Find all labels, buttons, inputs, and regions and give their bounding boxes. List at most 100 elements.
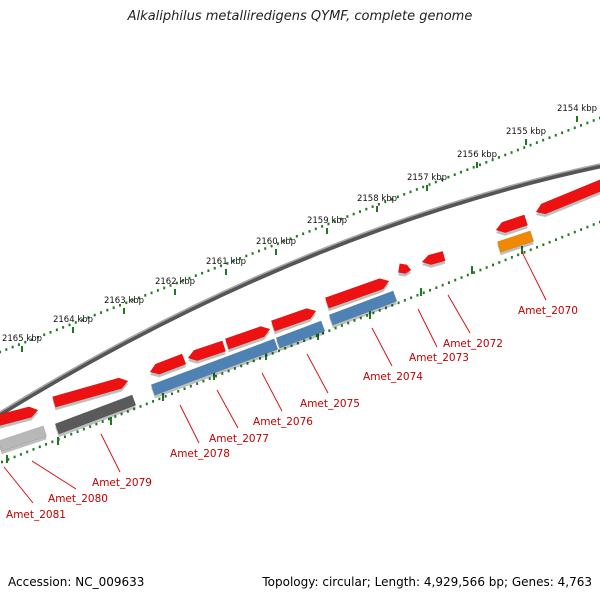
ruler-dot bbox=[89, 425, 92, 428]
ruler-dot bbox=[213, 266, 216, 270]
ruler-dot bbox=[276, 242, 279, 245]
gene-features bbox=[0, 179, 600, 455]
kbp-tick-labels: 2154 kbp 2155 kbp 2156 kbp 2157 kbp 2158 kbp… bbox=[2, 104, 597, 352]
ruler-dot bbox=[441, 178, 444, 181]
ruler-dot bbox=[5, 348, 8, 351]
kbp-tick-label: 2164 kbp bbox=[53, 315, 93, 325]
minor-tick bbox=[521, 246, 523, 254]
genome-backbone bbox=[0, 163, 600, 417]
ruler-dot bbox=[390, 197, 393, 201]
major-tick bbox=[275, 249, 277, 255]
ruler-dot bbox=[466, 273, 469, 277]
gene-label: Amet_2079 bbox=[92, 477, 152, 489]
gene-block bbox=[496, 230, 535, 256]
gene-labels: Amet_2070 Amet_2072 Amet_2073 Amet_2074 Amet… bbox=[6, 305, 578, 521]
ruler-dot bbox=[371, 205, 374, 208]
ruler-dot bbox=[504, 258, 507, 262]
ruler-dot bbox=[384, 306, 387, 310]
leader-line bbox=[521, 251, 547, 301]
ruler-dot bbox=[208, 377, 211, 380]
backbone-line bbox=[0, 163, 600, 417]
ruler-dot bbox=[510, 256, 513, 259]
label-leader-lines bbox=[3, 251, 547, 504]
kbp-tick-label: 2159 kbp bbox=[307, 216, 347, 226]
ruler-dot bbox=[548, 136, 551, 140]
ruler-dot bbox=[17, 343, 20, 346]
gene-label: Amet_2077 bbox=[209, 433, 269, 445]
ruler-dot bbox=[491, 158, 494, 162]
ruler-dot bbox=[133, 407, 136, 411]
ruler-dot bbox=[327, 222, 330, 226]
ruler-dot bbox=[239, 257, 241, 260]
cds-arrow bbox=[398, 263, 412, 277]
ruler-dot bbox=[164, 395, 167, 398]
cds-arrow bbox=[421, 250, 446, 268]
kbp-tick-label: 2162 kbp bbox=[155, 277, 195, 287]
minor-tick bbox=[213, 372, 215, 380]
ruler-dot bbox=[333, 220, 336, 223]
ruler-dot bbox=[290, 344, 293, 348]
ruler-dot bbox=[201, 271, 204, 275]
kbp-tick-label: 2154 kbp bbox=[557, 104, 597, 114]
ruler-dot bbox=[485, 266, 488, 269]
ruler-dot bbox=[359, 210, 361, 213]
ruler-dot bbox=[586, 225, 589, 229]
ruler-dot bbox=[101, 420, 104, 423]
major-tick bbox=[426, 185, 428, 191]
ruler-dot bbox=[114, 415, 117, 418]
ruler-dot bbox=[220, 264, 223, 268]
leader-line bbox=[261, 372, 283, 412]
ruler-dot bbox=[45, 443, 48, 446]
ruler-dot bbox=[100, 311, 103, 314]
ruler-dot bbox=[479, 268, 482, 272]
ruler-dot bbox=[529, 248, 532, 252]
major-tick bbox=[72, 327, 74, 333]
ruler-dot bbox=[82, 427, 85, 431]
leader-line bbox=[371, 327, 393, 367]
minor-tick bbox=[57, 437, 59, 445]
kbp-tick-label: 2155 kbp bbox=[506, 127, 546, 137]
ruler-dot bbox=[189, 384, 192, 388]
ruler-dot bbox=[573, 126, 576, 130]
major-tick bbox=[174, 289, 176, 295]
kbp-tick-label: 2158 kbp bbox=[357, 194, 397, 204]
ruler-dot bbox=[156, 289, 159, 292]
ruler-dot bbox=[542, 138, 545, 142]
ruler-dot bbox=[460, 170, 463, 174]
ruler-dot bbox=[352, 212, 355, 216]
ruler-dot bbox=[68, 323, 71, 327]
ruler-dot bbox=[13, 455, 16, 459]
gene-block bbox=[0, 425, 48, 455]
ruler-dot bbox=[175, 281, 178, 285]
ruler-dot bbox=[567, 129, 570, 132]
cds-arrow bbox=[224, 326, 271, 353]
leader-line bbox=[306, 353, 329, 394]
gene-block bbox=[54, 394, 137, 438]
ruler-dot bbox=[87, 316, 90, 319]
ruler-dot bbox=[51, 440, 54, 444]
ruler-dot bbox=[580, 124, 583, 127]
ruler-dot bbox=[202, 379, 205, 383]
major-tick bbox=[476, 162, 478, 168]
minor-tick bbox=[162, 393, 164, 401]
ruler-dot bbox=[340, 217, 343, 221]
ruler-dot bbox=[277, 349, 280, 353]
ruler-dot bbox=[106, 308, 109, 312]
outer-scale-ruler bbox=[0, 116, 600, 354]
ruler-dot bbox=[233, 367, 236, 370]
ruler-dot bbox=[491, 263, 494, 267]
ruler-dot bbox=[112, 306, 115, 309]
ruler-dot bbox=[30, 338, 33, 341]
ruler-dot bbox=[19, 453, 22, 456]
ruler-dot bbox=[567, 233, 570, 236]
ruler-dot bbox=[378, 309, 381, 312]
ruler-dot bbox=[409, 190, 412, 194]
ruler-dot bbox=[497, 156, 500, 159]
major-tick bbox=[525, 139, 527, 145]
ruler-dot bbox=[93, 313, 96, 317]
ruler-dot bbox=[188, 276, 191, 280]
ruler-dot bbox=[246, 362, 249, 365]
ruler-dot bbox=[196, 382, 199, 385]
ruler-dot bbox=[303, 339, 306, 343]
ruler-dot bbox=[428, 183, 431, 186]
